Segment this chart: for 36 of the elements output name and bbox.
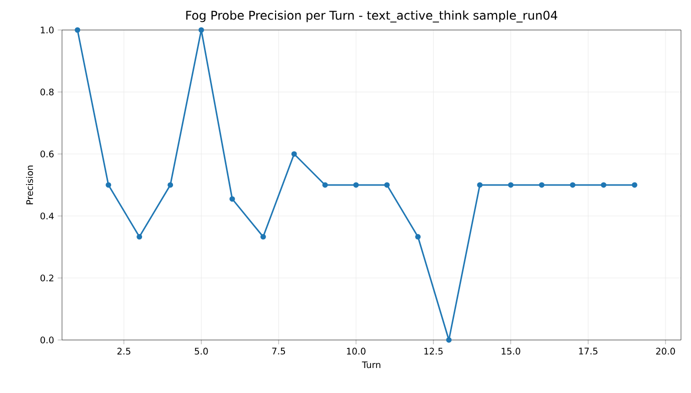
y-tick-label: 0.4 [40, 212, 54, 220]
x-tick-label: 2.5 [117, 348, 130, 355]
point [198, 27, 204, 33]
x-tick-label: 5.0 [194, 348, 208, 355]
point [570, 182, 576, 188]
y-tick-label: 0.6 [40, 150, 54, 158]
x-tick-label: 17.5 [579, 348, 598, 354]
point [632, 182, 638, 188]
y-axis-title: Precision [26, 166, 34, 204]
x-tick-label: 10.0 [346, 348, 366, 355]
y-tick-label: 1.0 [40, 26, 54, 34]
chart-title: Fog Probe Precision per Turn - text_active_think sample_run04 [186, 10, 558, 22]
point [477, 182, 483, 188]
y-tick-label: 0.8 [40, 88, 54, 96]
point [538, 182, 544, 188]
point [168, 182, 174, 188]
x-tick-label: 20.0 [656, 348, 675, 355]
point [322, 182, 328, 188]
point [600, 182, 606, 188]
x-tick-label: 12.5 [424, 348, 443, 355]
point [384, 182, 390, 188]
x-axis-title: Turn [362, 361, 380, 368]
point [74, 27, 80, 33]
point [136, 234, 142, 240]
point [353, 182, 359, 188]
point [260, 234, 266, 240]
y-tick-label: 0.2 [40, 274, 54, 282]
point [508, 182, 514, 188]
point [291, 151, 297, 157]
point [415, 234, 421, 240]
x-tick-label: 15.0 [502, 348, 520, 355]
x-tick-label: 7.5 [272, 348, 286, 354]
point [446, 337, 452, 343]
point [106, 182, 112, 188]
point [229, 196, 235, 202]
y-tick-label: 0.0 [40, 336, 54, 344]
